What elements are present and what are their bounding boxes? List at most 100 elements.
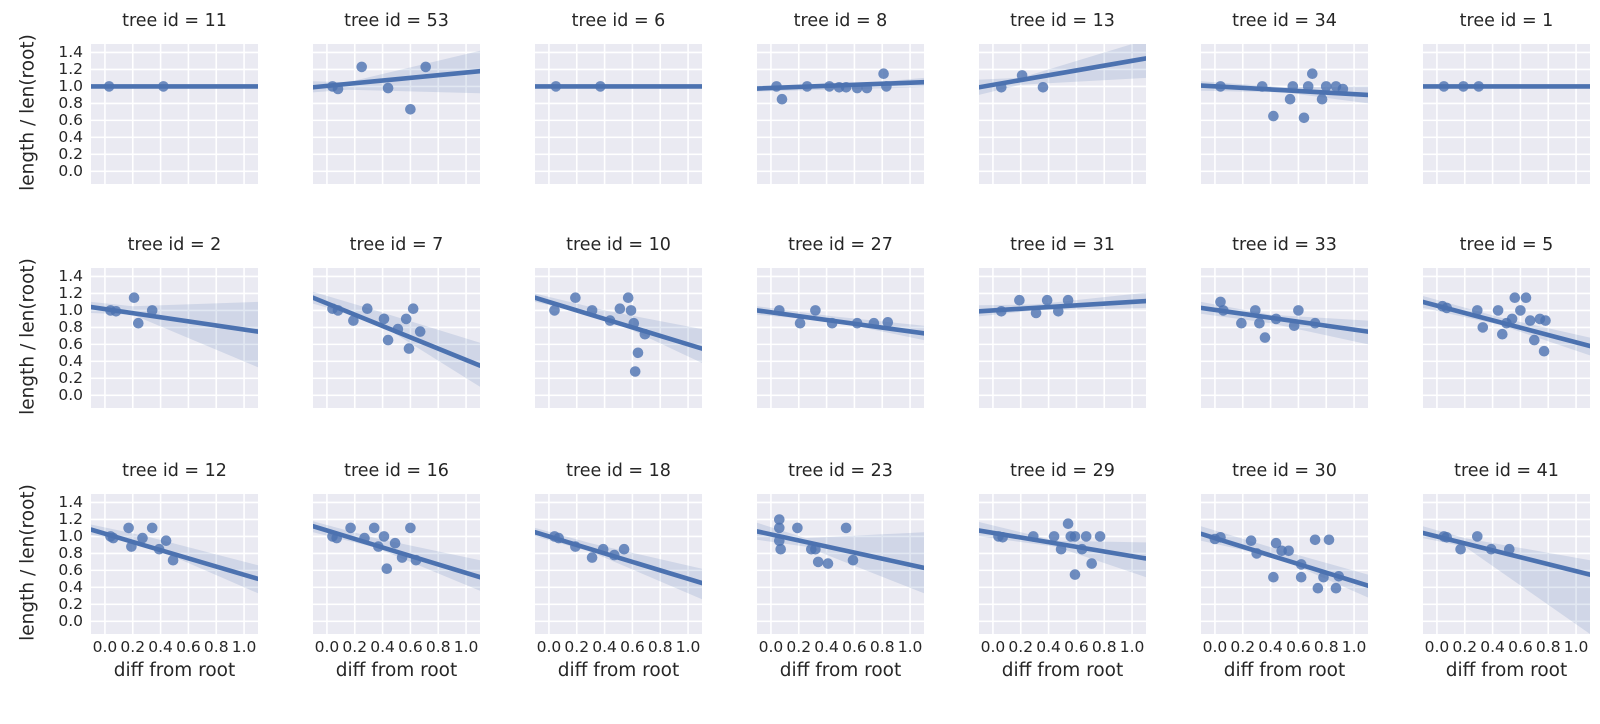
facet-panel-tree-27 bbox=[757, 268, 924, 408]
data-point bbox=[1268, 110, 1279, 122]
facet-title-tree-11: tree id = 11 bbox=[122, 11, 227, 31]
facet-panel-tree-2 bbox=[91, 268, 258, 408]
regression-line bbox=[91, 527, 258, 582]
panel-background bbox=[313, 268, 480, 408]
facet-title-tree-23: tree id = 23 bbox=[788, 461, 893, 481]
facet-title-tree-41: tree id = 41 bbox=[1454, 461, 1559, 481]
data-point bbox=[1477, 322, 1489, 333]
facet-panel-tree-10 bbox=[535, 268, 702, 408]
data-point bbox=[618, 543, 630, 555]
facet-title-tree-2: tree id = 2 bbox=[127, 235, 222, 255]
data-point bbox=[1069, 531, 1081, 542]
data-point bbox=[1441, 302, 1452, 314]
data-point bbox=[774, 305, 785, 316]
x-tick-label: 0.2 bbox=[564, 638, 590, 656]
confidence-band bbox=[1201, 526, 1368, 598]
y-tick-label: 0.6 bbox=[58, 334, 83, 353]
facet-title-tree-1: tree id = 1 bbox=[1459, 11, 1554, 31]
data-point bbox=[1540, 315, 1551, 326]
data-point bbox=[1472, 531, 1483, 542]
y-tick-label: 0.6 bbox=[58, 110, 83, 129]
data-point bbox=[108, 532, 119, 544]
facet-title-tree-34: tree id = 34 bbox=[1232, 11, 1337, 31]
data-point bbox=[1283, 545, 1294, 557]
x-tick-label: 0.8 bbox=[203, 638, 229, 656]
y-tick-label: 0.2 bbox=[58, 594, 83, 613]
panel-background bbox=[1423, 494, 1590, 634]
y-tick-label: 0.4 bbox=[58, 127, 83, 146]
data-point bbox=[997, 532, 1008, 543]
data-point bbox=[840, 522, 852, 534]
data-point bbox=[382, 334, 394, 346]
data-point bbox=[331, 532, 342, 544]
data-point bbox=[153, 543, 165, 555]
data-point bbox=[595, 81, 606, 92]
data-point bbox=[851, 317, 863, 329]
y-tick-label: 0.4 bbox=[58, 351, 83, 370]
facet-title-tree-16: tree id = 16 bbox=[344, 461, 449, 481]
x-axis-label: diff from root bbox=[557, 660, 680, 681]
confidence-band bbox=[1423, 526, 1590, 634]
data-point bbox=[1485, 543, 1497, 555]
x-tick-label: 0.0 bbox=[1424, 638, 1450, 656]
data-point bbox=[622, 292, 634, 303]
x-tick-label: 0.2 bbox=[1008, 638, 1034, 656]
data-point bbox=[632, 347, 644, 359]
x-tick-label: 0.8 bbox=[425, 638, 451, 656]
y-tick-label: 0.0 bbox=[58, 611, 83, 630]
data-point bbox=[1030, 307, 1042, 319]
y-tick-label: 1.4 bbox=[58, 42, 83, 61]
panel-background bbox=[313, 494, 480, 634]
data-point bbox=[1438, 81, 1450, 92]
data-point bbox=[1524, 315, 1536, 326]
panel-background bbox=[1201, 44, 1368, 184]
data-point bbox=[362, 303, 373, 314]
data-point bbox=[1497, 328, 1508, 340]
data-point bbox=[1055, 543, 1067, 555]
data-point bbox=[1455, 543, 1466, 555]
data-point bbox=[1041, 294, 1053, 306]
data-point bbox=[389, 537, 401, 549]
y-tick-label: 1.0 bbox=[58, 300, 83, 319]
data-point bbox=[774, 535, 785, 546]
data-point bbox=[614, 303, 626, 314]
data-point bbox=[146, 305, 158, 316]
data-point bbox=[570, 292, 581, 303]
data-point bbox=[1048, 531, 1060, 542]
data-point bbox=[1016, 70, 1028, 81]
facet-panel-tree-30 bbox=[1201, 494, 1368, 634]
data-point bbox=[1080, 531, 1092, 542]
x-tick-label: 0.4 bbox=[592, 638, 617, 656]
facet-title-tree-18: tree id = 18 bbox=[566, 461, 671, 481]
data-point bbox=[775, 543, 786, 555]
data-point bbox=[396, 552, 408, 563]
data-point bbox=[1218, 305, 1229, 316]
data-point bbox=[1268, 571, 1279, 583]
data-point bbox=[400, 313, 412, 325]
x-axis-label: diff from root bbox=[1445, 660, 1568, 681]
data-point bbox=[378, 531, 390, 542]
panel-background bbox=[313, 44, 480, 184]
facet-title-tree-8: tree id = 8 bbox=[793, 11, 888, 31]
data-point bbox=[774, 514, 785, 525]
x-tick-label: 0.0 bbox=[314, 638, 340, 656]
data-point bbox=[1284, 93, 1296, 105]
x-tick-label: 0.6 bbox=[398, 638, 423, 656]
facet-panel-tree-7 bbox=[313, 268, 480, 408]
data-point bbox=[604, 315, 616, 326]
data-point bbox=[586, 305, 598, 316]
x-tick-label: 0.6 bbox=[1508, 638, 1533, 656]
x-tick-label: 0.4 bbox=[1480, 638, 1505, 656]
data-point bbox=[810, 305, 821, 316]
data-point bbox=[549, 305, 560, 316]
x-tick-label: 0.2 bbox=[342, 638, 368, 656]
y-tick-label: 1.4 bbox=[58, 266, 83, 285]
data-point bbox=[1441, 532, 1452, 543]
data-point bbox=[1259, 332, 1271, 343]
data-point bbox=[822, 558, 834, 569]
x-tick-label: 0.8 bbox=[1313, 638, 1339, 656]
data-point bbox=[771, 81, 782, 92]
data-point bbox=[1014, 294, 1025, 306]
data-point bbox=[378, 313, 390, 325]
